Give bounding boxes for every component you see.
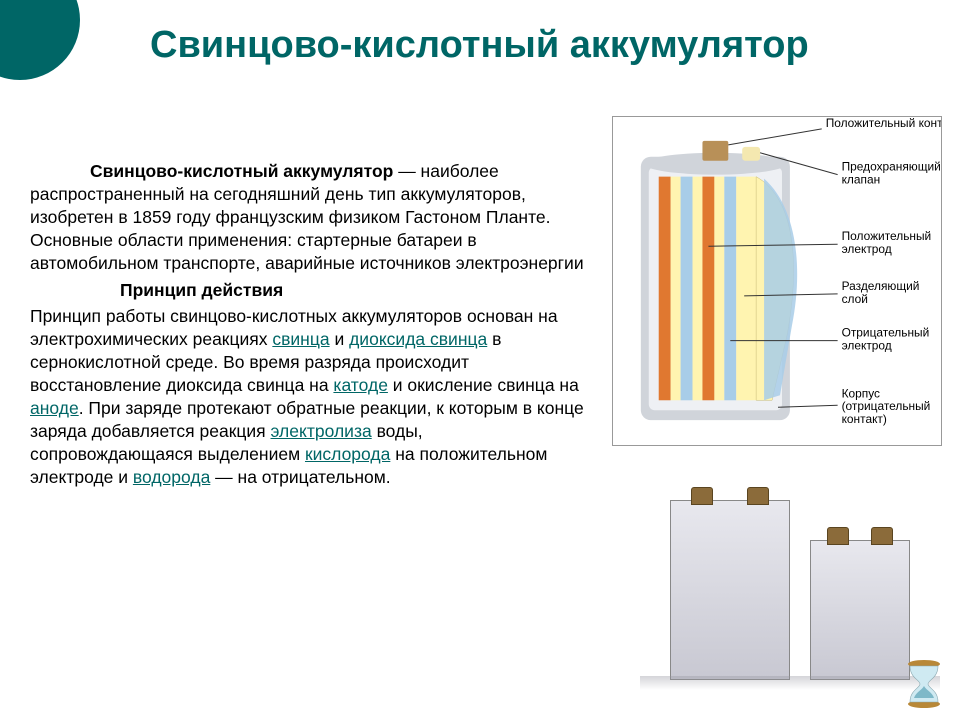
body-text: Свинцово-кислотный аккумулятор — наиболе…: [30, 160, 590, 491]
link-oxygen[interactable]: кислорода: [305, 444, 390, 464]
diag-label-pos-electrode: Положительныйэлектрод: [842, 229, 932, 256]
battery-large: [670, 500, 790, 680]
text-frag: — на отрицательном.: [210, 467, 390, 487]
diag-label-separator: Разделяющийслой: [842, 279, 920, 306]
link-lead-dioxide[interactable]: диоксида свинца: [349, 329, 487, 349]
link-anode[interactable]: аноде: [30, 398, 79, 418]
terminal: [827, 527, 849, 545]
terminal: [691, 487, 713, 505]
intro-paragraph: Свинцово-кислотный аккумулятор — наиболе…: [30, 160, 590, 275]
principle-subhead: Принцип действия: [30, 279, 590, 302]
diag-label-case: Корпус(отрицательныйконтакт): [842, 386, 931, 426]
hourglass-icon: [902, 658, 946, 710]
link-cathode[interactable]: катоде: [333, 375, 388, 395]
diag-layers: [659, 177, 797, 401]
diag-valve: [742, 147, 760, 161]
diag-label-valve: Предохраняющийклапан: [842, 160, 941, 187]
link-electrolysis[interactable]: электролиза: [271, 421, 372, 441]
slide-title: Свинцово-кислотный аккумулятор: [150, 24, 809, 68]
diag-label-neg-electrode: Отрицательныйэлектрод: [842, 326, 930, 353]
text-frag: и: [330, 329, 350, 349]
corner-decoration: [0, 0, 80, 80]
battery-small: [810, 540, 910, 680]
terminal: [871, 527, 893, 545]
diag-label-pos-contact: Положительный контакт: [826, 117, 941, 130]
text-frag: и окисление свинца на: [388, 375, 579, 395]
link-lead[interactable]: свинца: [272, 329, 329, 349]
battery-diagram: Положительный контакт Предохраняющийклап…: [612, 116, 942, 446]
intro-lead: Свинцово-кислотный аккумулятор: [90, 161, 393, 181]
reflection: [640, 676, 940, 690]
diag-pos-contact: [702, 141, 728, 161]
battery-photo: [640, 460, 940, 680]
link-hydrogen[interactable]: водорода: [133, 467, 210, 487]
terminal: [747, 487, 769, 505]
principle-paragraph: Принцип работы свинцово-кислотных аккуму…: [30, 305, 590, 490]
